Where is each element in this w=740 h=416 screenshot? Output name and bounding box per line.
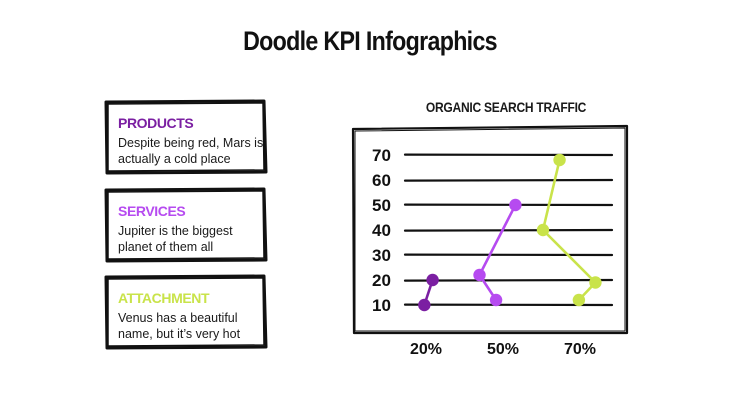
data-point xyxy=(473,268,486,282)
x-tick-label: 50% xyxy=(487,341,519,358)
card-text: Jupiter is the biggest planet of them al… xyxy=(118,224,233,254)
card-frame xyxy=(104,274,268,350)
data-point xyxy=(509,198,522,212)
y-tick-label: 30 xyxy=(372,246,391,265)
data-point xyxy=(426,273,439,287)
chart-frame xyxy=(351,124,629,335)
data-point xyxy=(489,293,503,307)
data-point xyxy=(553,153,566,167)
series-line-2 xyxy=(541,159,597,301)
data-point xyxy=(572,293,586,307)
card-heading: ATTACHMENT xyxy=(118,290,210,306)
page-title: Doodle KPI Infographics xyxy=(243,26,497,56)
card-text: Despite being red, Mars is actually a co… xyxy=(118,136,264,166)
card-heading: PRODUCTS xyxy=(118,115,194,131)
chart-frame-inner xyxy=(354,127,626,332)
card-products: PRODUCTS Despite being red, Mars is actu… xyxy=(104,99,268,175)
series-line-1 xyxy=(478,204,517,301)
card-frame xyxy=(104,187,268,263)
y-tick-label: 70 xyxy=(372,146,391,165)
card-text: Venus has a beautiful name, but it’s ver… xyxy=(118,311,241,341)
x-tick-label: 70% xyxy=(564,341,596,358)
data-point xyxy=(536,223,550,237)
card-services: SERVICES Jupiter is the biggest planet o… xyxy=(104,187,268,263)
y-tick-label: 20 xyxy=(372,271,391,290)
y-tick-label: 60 xyxy=(372,171,391,190)
y-tick-label: 40 xyxy=(372,221,391,240)
card-attachment: ATTACHMENT Venus has a beautiful name, b… xyxy=(104,274,268,350)
chart-title: ORGANIC SEARCH TRAFFIC xyxy=(425,99,587,115)
card-frame xyxy=(104,99,268,175)
card-heading: SERVICES xyxy=(118,203,186,219)
data-point xyxy=(418,298,431,312)
grid-line xyxy=(403,228,614,232)
y-tick-label: 10 xyxy=(372,296,391,315)
y-tick-label: 50 xyxy=(372,196,391,215)
grid-line xyxy=(403,178,614,182)
data-point xyxy=(589,276,602,289)
grid-line xyxy=(403,278,614,282)
x-tick-label: 20% xyxy=(410,341,442,358)
